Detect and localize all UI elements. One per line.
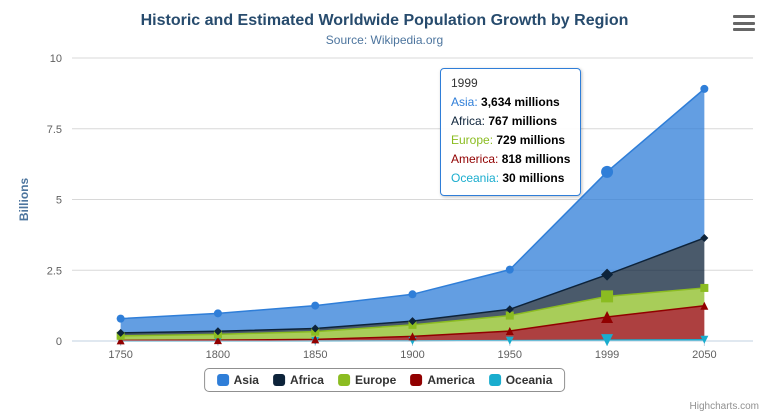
- point-asia-1950[interactable]: [505, 265, 514, 274]
- area-america[interactable]: [120, 305, 705, 341]
- tooltip-series-value: 767 millions: [488, 114, 558, 128]
- point-oceania-2050[interactable]: [700, 335, 709, 344]
- tooltip-row-oceania: Oceania: 30 millions: [451, 169, 570, 188]
- legend-symbol-asia: [216, 374, 229, 386]
- x-axis-tick-label: 1850: [303, 349, 327, 361]
- point-asia-1999[interactable]: [601, 165, 614, 178]
- x-axis-tick-label: 1750: [108, 349, 132, 361]
- tooltip-series-name: Oceania:: [451, 171, 503, 185]
- y-axis-tick-label: 10: [50, 53, 62, 65]
- x-axis-tick-label: 2050: [692, 349, 716, 361]
- tooltip-series-name: Africa:: [451, 114, 489, 128]
- tooltip-series-name: Asia:: [451, 95, 482, 109]
- y-axis-tick-label: 7.5: [47, 124, 62, 136]
- legend-symbol-europe: [337, 374, 350, 386]
- point-america-1999[interactable]: [601, 311, 614, 324]
- x-axis-tick-label: 1950: [498, 349, 522, 361]
- legend-symbol-america: [410, 374, 423, 386]
- area-asia[interactable]: [120, 88, 705, 333]
- legend-item-africa[interactable]: Africa: [272, 373, 324, 387]
- y-axis-tick-label: 2.5: [47, 265, 62, 277]
- point-asia-1850[interactable]: [311, 301, 320, 310]
- point-america-1800[interactable]: [213, 336, 222, 345]
- chart-title: Historic and Estimated Worldwide Populat…: [140, 12, 629, 29]
- point-africa-1999[interactable]: [601, 268, 614, 281]
- point-america-1850[interactable]: [311, 335, 320, 344]
- point-africa-1900[interactable]: [408, 317, 417, 326]
- legend-label: America: [427, 373, 475, 387]
- x-axis-tick-label: 1900: [400, 349, 424, 361]
- legend-item-europe[interactable]: Europe: [337, 373, 397, 387]
- point-america-1950[interactable]: [505, 327, 514, 336]
- export-menu-button[interactable]: [733, 13, 757, 33]
- x-axis-tick-label: 1999: [595, 349, 619, 361]
- point-europe-2050[interactable]: [700, 283, 709, 292]
- point-asia-1750[interactable]: [116, 314, 125, 323]
- point-oceania-1950[interactable]: [505, 336, 514, 345]
- point-asia-1900[interactable]: [408, 290, 417, 299]
- legend-symbol-oceania: [488, 374, 501, 386]
- legend-item-america[interactable]: America: [410, 373, 475, 387]
- y-axis-tick-label: 0: [56, 336, 62, 348]
- point-asia-2050[interactable]: [700, 84, 709, 93]
- point-africa-2050[interactable]: [700, 233, 709, 242]
- point-america-2050[interactable]: [700, 301, 709, 310]
- tooltip-row-america: America: 818 millions: [451, 150, 570, 169]
- legend-item-oceania[interactable]: Oceania: [488, 373, 553, 387]
- y-axis-tick-label: 5: [56, 195, 62, 207]
- point-africa-1800[interactable]: [213, 327, 222, 336]
- point-europe-1999[interactable]: [601, 290, 614, 303]
- legend-label: Europe: [354, 373, 397, 387]
- point-europe-1950[interactable]: [505, 311, 514, 320]
- y-axis-title: Billions: [17, 178, 31, 222]
- legend-item-asia[interactable]: Asia: [216, 373, 259, 387]
- tooltip-row-europe: Europe: 729 millions: [451, 131, 570, 150]
- x-axis-tick-label: 1800: [206, 349, 230, 361]
- tooltip-row-asia: Asia: 3,634 millions: [451, 93, 570, 112]
- credits-link[interactable]: Highcharts.com: [689, 401, 759, 412]
- point-africa-1850[interactable]: [311, 324, 320, 333]
- tooltip-header: 1999: [451, 76, 478, 90]
- legend-label: Asia: [233, 373, 259, 387]
- tooltip-series-value: 30 millions: [502, 171, 565, 185]
- legend-label: Oceania: [505, 373, 553, 387]
- tooltip-series-name: America:: [451, 152, 502, 166]
- legend-symbol-africa: [272, 374, 285, 386]
- point-oceania-1999[interactable]: [601, 334, 614, 347]
- point-america-1900[interactable]: [408, 332, 417, 341]
- hamburger-icon: [733, 15, 755, 18]
- point-africa-1950[interactable]: [505, 305, 514, 314]
- tooltip-series-value: 729 millions: [496, 133, 566, 147]
- area-africa[interactable]: [120, 237, 705, 336]
- legend-label: Africa: [289, 373, 324, 387]
- tooltip-series-value: 818 millions: [501, 152, 571, 166]
- hamburger-icon: [733, 28, 755, 31]
- point-africa-1750[interactable]: [116, 328, 125, 337]
- tooltip-series-value: 3,634 millions: [481, 95, 560, 109]
- tooltip-series-name: Europe:: [451, 133, 497, 147]
- tooltip: 1999 Asia: 3,634 millions Africa: 767 mil…: [440, 68, 582, 196]
- tooltip-row-africa: Africa: 767 millions: [451, 112, 570, 131]
- point-america-1750[interactable]: [116, 336, 125, 345]
- legend: Asia Africa Europe America Oceania: [203, 368, 566, 392]
- hamburger-icon: [733, 21, 755, 25]
- point-asia-1800[interactable]: [213, 309, 222, 318]
- chart-subtitle: Source: Wikipedia.org: [325, 33, 444, 47]
